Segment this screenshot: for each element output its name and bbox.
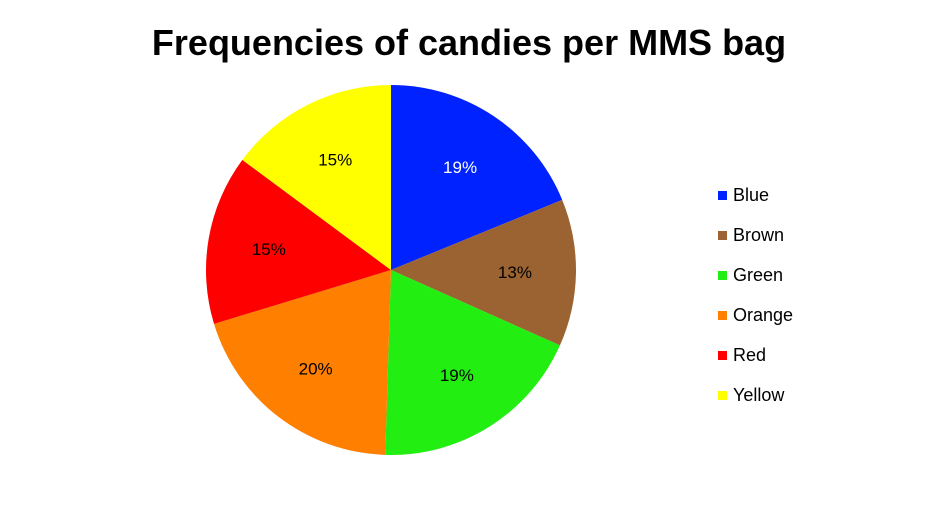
pie-slice-red: [206, 159, 391, 324]
slice-label-brown: 13%: [498, 263, 532, 282]
legend-item-red: Red: [718, 335, 793, 375]
slice-label-green: 19%: [440, 366, 474, 385]
pie-slice-orange: [214, 270, 391, 455]
legend-label: Green: [733, 264, 784, 285]
legend-swatch: [718, 270, 727, 280]
slice-label-orange: 20%: [299, 359, 333, 378]
legend-swatch: [718, 350, 727, 360]
legend-label: Blue: [733, 184, 770, 205]
legend-item-green: Green: [718, 255, 793, 295]
legend-item-yellow: Yellow: [718, 375, 793, 415]
legend-label: Orange: [733, 304, 794, 325]
pie-slice-yellow: [242, 85, 391, 270]
slice-label-blue: 19%: [443, 158, 477, 177]
legend-swatch: [718, 230, 727, 240]
legend-label: Brown: [733, 224, 785, 245]
legend-swatch: [718, 310, 727, 320]
legend-label: Yellow: [733, 384, 785, 405]
pie-slice-brown: [391, 199, 576, 346]
slice-label-yellow: 15%: [318, 150, 352, 169]
legend-item-blue: Blue: [718, 175, 793, 215]
legend-item-brown: Brown: [718, 215, 793, 255]
legend-item-orange: Orange: [718, 295, 793, 335]
legend-label: Red: [733, 344, 767, 365]
slice-label-red: 15%: [252, 240, 286, 259]
pie-slice-green: [385, 270, 560, 455]
pie-slice-blue: [391, 85, 563, 270]
legend-swatch: [718, 390, 727, 400]
legend-swatch: [718, 190, 727, 200]
chart-legend: Blue Brown Green Orange Red Yellow: [718, 175, 793, 415]
chart-title: Frequencies of candies per MMS bag: [151, 22, 787, 63]
